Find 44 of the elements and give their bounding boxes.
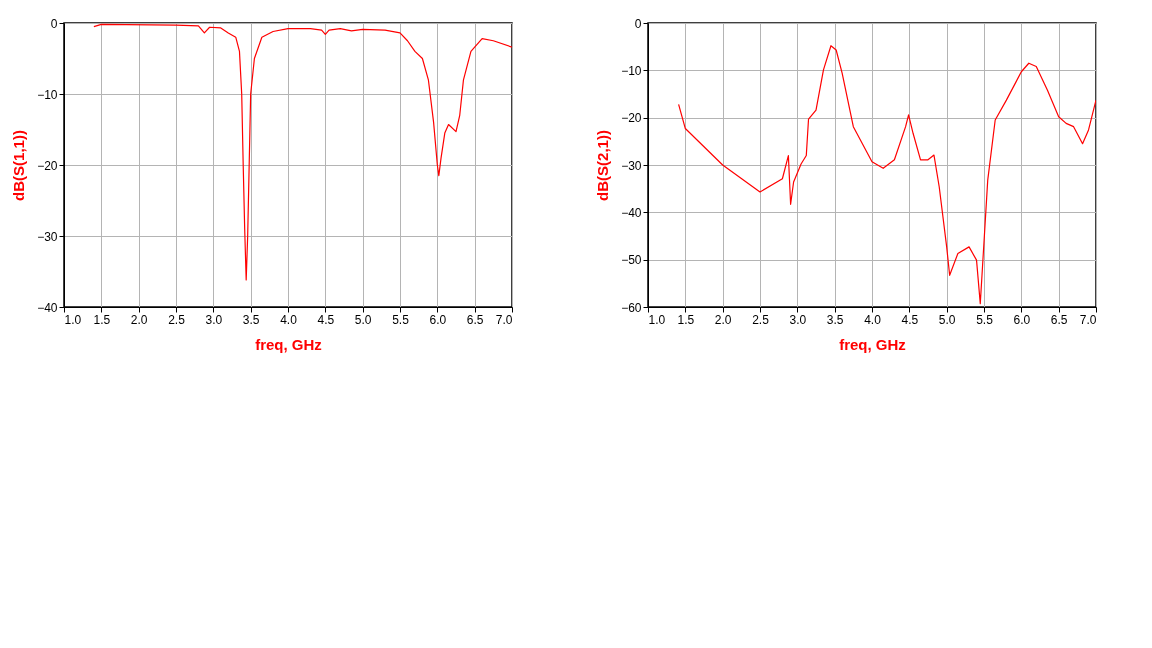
- x-tick-label: 4.0: [280, 312, 298, 327]
- line-series: [93, 23, 512, 281]
- x-tick-label: 1.0: [648, 312, 666, 327]
- x-tick-label: 1.5: [677, 312, 695, 327]
- x-tick-label: 4.5: [317, 312, 335, 327]
- x-tick-label: 1.0: [64, 312, 82, 327]
- x-tick-label: 5.5: [976, 312, 994, 327]
- x-tick-label: 6.5: [1050, 312, 1068, 327]
- x-tick-label: 5.5: [392, 312, 410, 327]
- y-tick-label: −40: [37, 300, 58, 315]
- x-tick-label: 2.0: [130, 312, 148, 327]
- x-tick-label: 3.0: [205, 312, 223, 327]
- y-tick-label: 0: [634, 16, 642, 31]
- y-tick-label: 0: [50, 16, 58, 31]
- y-axis-title: dB(S(1,1)): [10, 130, 28, 201]
- x-tick-label: 6.0: [1013, 312, 1031, 327]
- x-axis-title: freq, GHz: [839, 335, 906, 353]
- x-tick-label: 7.0: [495, 312, 513, 327]
- y-tick-label: −20: [37, 158, 58, 173]
- x-tick-label: 2.0: [714, 312, 732, 327]
- y-tick-label: −30: [37, 229, 58, 244]
- x-tick-label: 3.5: [826, 312, 844, 327]
- x-tick-label: 6.0: [429, 312, 447, 327]
- x-tick-label: 3.5: [242, 312, 260, 327]
- y-tick-label: −30: [621, 158, 642, 173]
- x-tick-label: 3.0: [789, 312, 807, 327]
- y-tick-label: −10: [37, 87, 58, 102]
- x-tick-label: 6.5: [466, 312, 484, 327]
- x-axis-title: freq, GHz: [255, 335, 322, 353]
- y-tick-label: −10: [621, 63, 642, 78]
- x-tick-label: 2.5: [168, 312, 186, 327]
- y-tick-label: −40: [621, 205, 642, 220]
- x-tick-label: 5.0: [938, 312, 956, 327]
- line-series: [678, 45, 1096, 305]
- x-tick-label: 4.5: [901, 312, 919, 327]
- x-tick-label: 2.5: [752, 312, 770, 327]
- x-tick-label: 1.5: [93, 312, 111, 327]
- y-axis-title: dB(S(2,1)): [594, 130, 612, 201]
- y-tick-label: −60: [621, 300, 642, 315]
- x-tick-label: 4.0: [864, 312, 882, 327]
- x-tick-label: 5.0: [354, 312, 372, 327]
- x-tick-label: 7.0: [1079, 312, 1097, 327]
- y-tick-label: −20: [621, 111, 642, 126]
- y-tick-label: −50: [621, 253, 642, 268]
